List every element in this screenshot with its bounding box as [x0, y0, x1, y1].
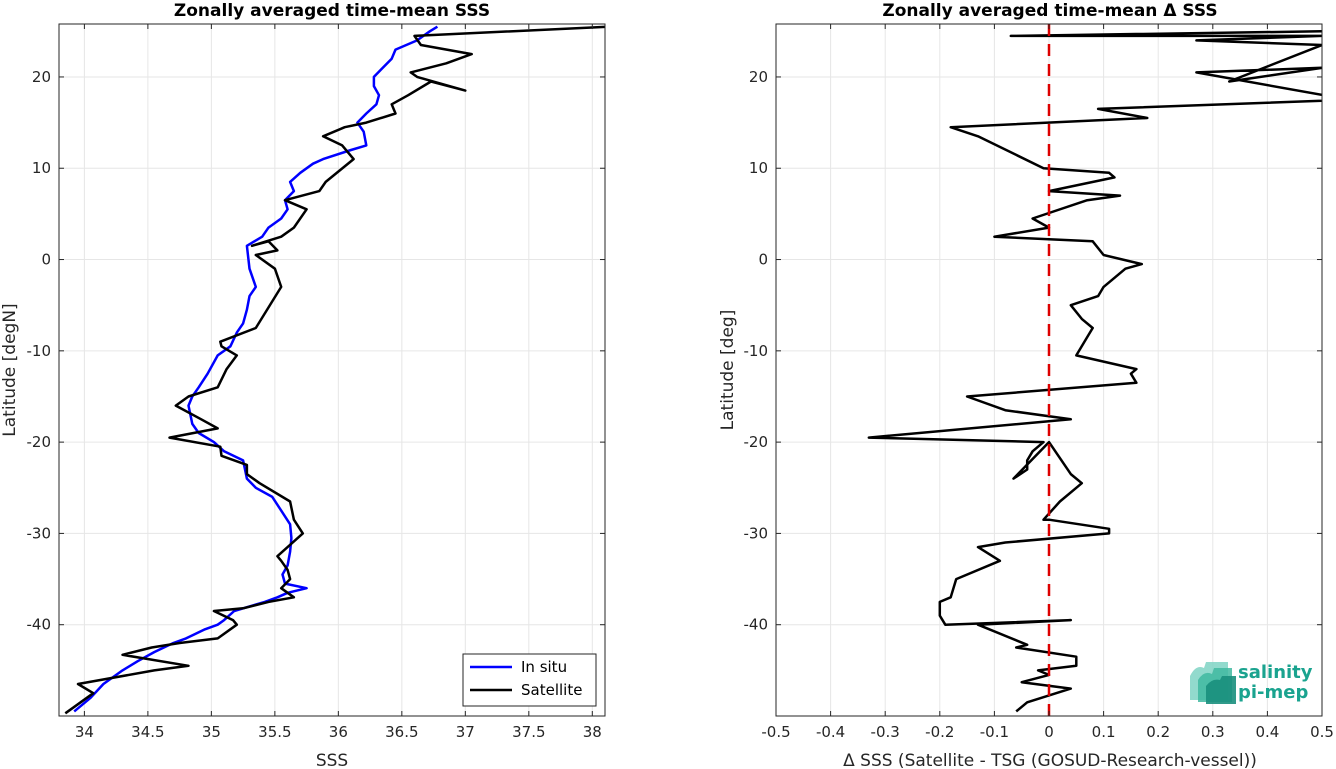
sss-y-tick-label: 0: [41, 251, 51, 269]
delta-x-tick-label: -0.4: [816, 723, 845, 741]
sss-x-tick-label: 34: [75, 723, 94, 741]
sss-grid: [59, 24, 605, 716]
sss-series: [64, 25, 605, 715]
sss-x-tick-label: 37.5: [512, 723, 545, 741]
sss-panel: 34 34.5 35 35.5 36 36.5 37 37.5 38 -40 -30 -20 -10 0 1…: [0, 1, 606, 769]
legend-satellite-label: Satellite: [521, 681, 582, 699]
delta-sss-panel: -0.5 -0.4 -0.3 -0.2 -0.1 0 0.1 0.2 0.3 0.4 0.5 -40 -…: [718, 1, 1334, 769]
sss-x-tick-label: 36: [329, 723, 348, 741]
sss-x-tick-label: 35.5: [258, 723, 291, 741]
salinity-pi-mep-logo: salinity pi-mep: [1190, 662, 1313, 704]
delta-y-axis-label: Latitude [deg]: [718, 310, 738, 431]
delta-x-tick-label: -0.3: [871, 723, 900, 741]
sss-x-tick-label: 38: [583, 723, 602, 741]
delta-y-tick-label: -30: [744, 524, 769, 542]
logo-text-line1: salinity: [1238, 662, 1313, 683]
legend-box: [462, 653, 597, 707]
sss-y-tick-label: -20: [27, 433, 52, 451]
delta-x-tick-label: -0.1: [980, 723, 1009, 741]
logo-waves-icon: [1190, 662, 1236, 704]
sss-y-axis-label: Latitude [degN]: [0, 303, 20, 436]
delta-series-line-0: [867, 30, 1322, 713]
delta-chart-title: Zonally averaged time-mean Δ SSS: [882, 1, 1217, 21]
sss-series-line-satellite: [64, 25, 605, 715]
delta-x-tick-label: 0.5: [1310, 723, 1334, 741]
delta-x-tick-label: 0.1: [1092, 723, 1116, 741]
delta-x-tick-label: 0.2: [1146, 723, 1170, 741]
logo-text-line2: pi-mep: [1238, 682, 1308, 703]
delta-y-tick-label: -40: [744, 616, 769, 634]
sss-axes-box: [58, 23, 606, 717]
delta-x-tick-label: -0.2: [925, 723, 954, 741]
sss-x-tick-label: 35: [202, 723, 221, 741]
sss-chart-title: Zonally averaged time-mean SSS: [174, 1, 490, 21]
delta-y-tick-label: -10: [744, 342, 769, 360]
sss-x-tick-label: 37: [456, 723, 475, 741]
delta-y-tick-label: 10: [749, 159, 768, 177]
sss-y-tick-label: -30: [27, 524, 52, 542]
delta-x-tick-label: -0.5: [761, 723, 790, 741]
delta-x-tick-label: 0: [1044, 723, 1054, 741]
legend-in-situ-label: In situ: [521, 658, 567, 676]
sss-y-tick-label: 10: [32, 159, 51, 177]
delta-x-axis-label: Δ SSS (Satellite - TSG (GOSUD-Research-v…: [843, 751, 1257, 769]
delta-series: [867, 30, 1322, 713]
sss-x-tick-label: 36.5: [385, 723, 418, 741]
sss-y-tick-label: -40: [27, 616, 52, 634]
delta-y-tick-label: 20: [749, 68, 768, 86]
delta-ticks: -0.5 -0.4 -0.3 -0.2 -0.1 0 0.1 0.2 0.3 0.4 0.5 -40 -…: [744, 24, 1334, 741]
sss-ticks: 34 34.5 35 35.5 36 36.5 37 37.5 38 -40 -30 -20 -10 0 1…: [27, 24, 605, 741]
delta-y-tick-label: -20: [744, 433, 769, 451]
delta-y-tick-label: 0: [758, 251, 768, 269]
sss-y-tick-label: -10: [27, 342, 52, 360]
delta-x-tick-label: 0.3: [1201, 723, 1225, 741]
sss-y-tick-label: 20: [32, 68, 51, 86]
delta-x-tick-label: 0.4: [1255, 723, 1279, 741]
sss-x-axis-label: SSS: [316, 751, 348, 769]
sss-x-tick-label: 34.5: [131, 723, 164, 741]
sss-legend: In situ Satellite: [462, 653, 597, 707]
